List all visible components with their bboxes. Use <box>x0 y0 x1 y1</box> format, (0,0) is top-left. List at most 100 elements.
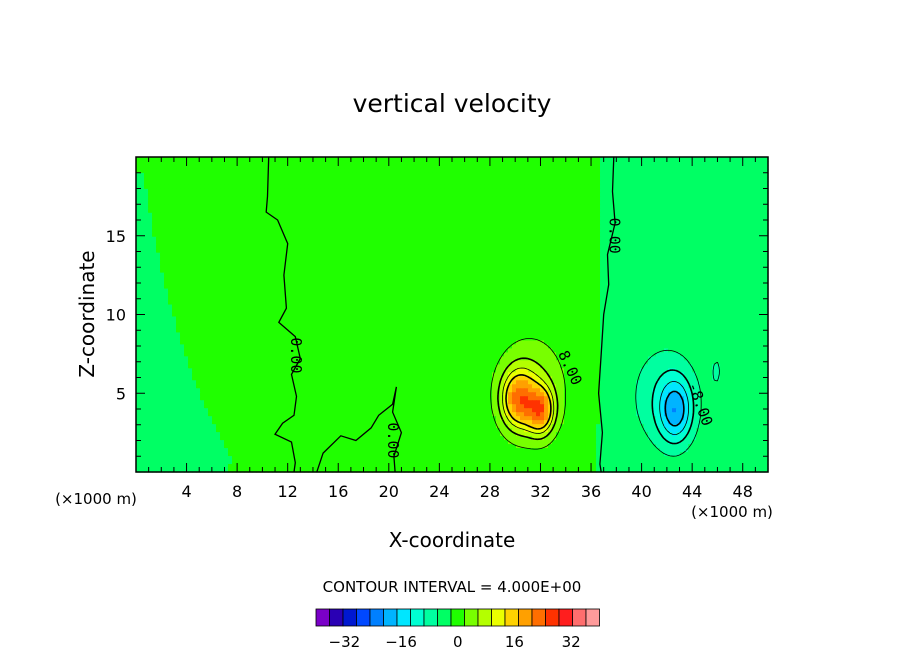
field-cell <box>548 264 553 270</box>
field-cell <box>344 248 349 254</box>
field-cell <box>216 232 221 238</box>
field-cell <box>424 176 429 182</box>
field-cell <box>704 228 709 234</box>
field-cell <box>576 172 581 178</box>
field-cell <box>288 240 293 246</box>
field-cell <box>708 236 713 242</box>
field-cell <box>200 184 205 190</box>
field-cell <box>392 188 397 194</box>
field-cell <box>460 180 465 186</box>
field-cell <box>668 188 673 194</box>
field-cell <box>696 216 701 222</box>
field-cell <box>252 252 257 258</box>
field-cell <box>336 216 341 222</box>
field-cell <box>716 208 721 214</box>
field-cell <box>588 208 593 214</box>
field-cell <box>360 204 365 210</box>
field-cell <box>704 236 709 242</box>
field-cell <box>224 220 229 226</box>
field-cell <box>248 212 253 218</box>
field-cell <box>452 264 457 270</box>
field-cell <box>576 224 581 230</box>
field-cell <box>372 272 377 278</box>
field-cell <box>280 256 285 262</box>
field-cell <box>408 240 413 246</box>
field-cell <box>220 204 225 210</box>
field-cell <box>168 276 173 282</box>
field-cell <box>464 236 469 242</box>
field-cell <box>524 232 529 238</box>
field-cell <box>436 256 441 262</box>
field-cell <box>436 232 441 238</box>
field-cell <box>184 268 189 274</box>
field-cell <box>496 164 501 170</box>
field-cell <box>532 192 537 198</box>
field-cell <box>400 264 405 270</box>
field-cell <box>584 212 589 218</box>
field-cell <box>488 224 493 230</box>
field-cell <box>444 157 449 162</box>
field-cell <box>728 216 733 222</box>
field-cell <box>736 268 741 274</box>
field-cell <box>520 224 525 230</box>
field-cell <box>136 204 141 210</box>
field-cell <box>408 168 413 174</box>
field-cell <box>284 172 289 178</box>
field-cell <box>240 228 245 234</box>
field-cell <box>248 240 253 246</box>
field-cell <box>436 244 441 250</box>
field-cell <box>756 232 761 238</box>
field-cell <box>184 212 189 218</box>
field-cell <box>716 252 721 258</box>
field-cell <box>612 176 617 182</box>
field-cell <box>568 157 573 162</box>
field-cell <box>704 157 709 162</box>
field-cell <box>544 160 549 166</box>
field-cell <box>704 200 709 206</box>
field-cell <box>160 216 165 222</box>
field-cell <box>368 232 373 238</box>
field-cell <box>624 236 629 242</box>
field-cell <box>208 260 213 266</box>
field-cell <box>632 268 637 274</box>
field-cell <box>472 228 477 234</box>
field-cell <box>328 256 333 262</box>
field-cell <box>616 180 621 186</box>
field-cell <box>228 160 233 166</box>
field-cell <box>624 272 629 278</box>
field-cell <box>176 192 181 198</box>
field-cell <box>592 236 597 242</box>
field-cell <box>280 216 285 222</box>
field-cell <box>692 196 697 202</box>
field-cell <box>764 276 769 282</box>
field-cell <box>508 280 513 286</box>
field-cell <box>556 272 561 278</box>
field-cell <box>404 248 409 254</box>
field-cell <box>176 204 181 210</box>
field-cell <box>208 200 213 206</box>
field-cell <box>644 244 649 250</box>
field-cell <box>212 272 217 278</box>
field-cell <box>704 188 709 194</box>
field-cell <box>712 157 717 162</box>
field-cell <box>452 212 457 218</box>
field-cell <box>236 176 241 182</box>
field-cell <box>144 200 149 206</box>
field-cell <box>692 240 697 246</box>
field-cell <box>152 220 157 226</box>
field-cell <box>764 192 769 198</box>
field-cell <box>316 248 321 254</box>
field-cell <box>224 224 229 230</box>
field-cell <box>376 212 381 218</box>
field-cell <box>752 256 757 262</box>
field-cell <box>688 204 693 210</box>
field-cell <box>280 236 285 242</box>
field-cell <box>140 188 145 194</box>
field-cell <box>744 176 749 182</box>
field-cell <box>136 228 141 234</box>
field-cell <box>480 276 485 282</box>
field-cell <box>368 172 373 178</box>
field-cell <box>228 228 233 234</box>
field-cell <box>212 168 217 174</box>
field-cell <box>536 172 541 178</box>
